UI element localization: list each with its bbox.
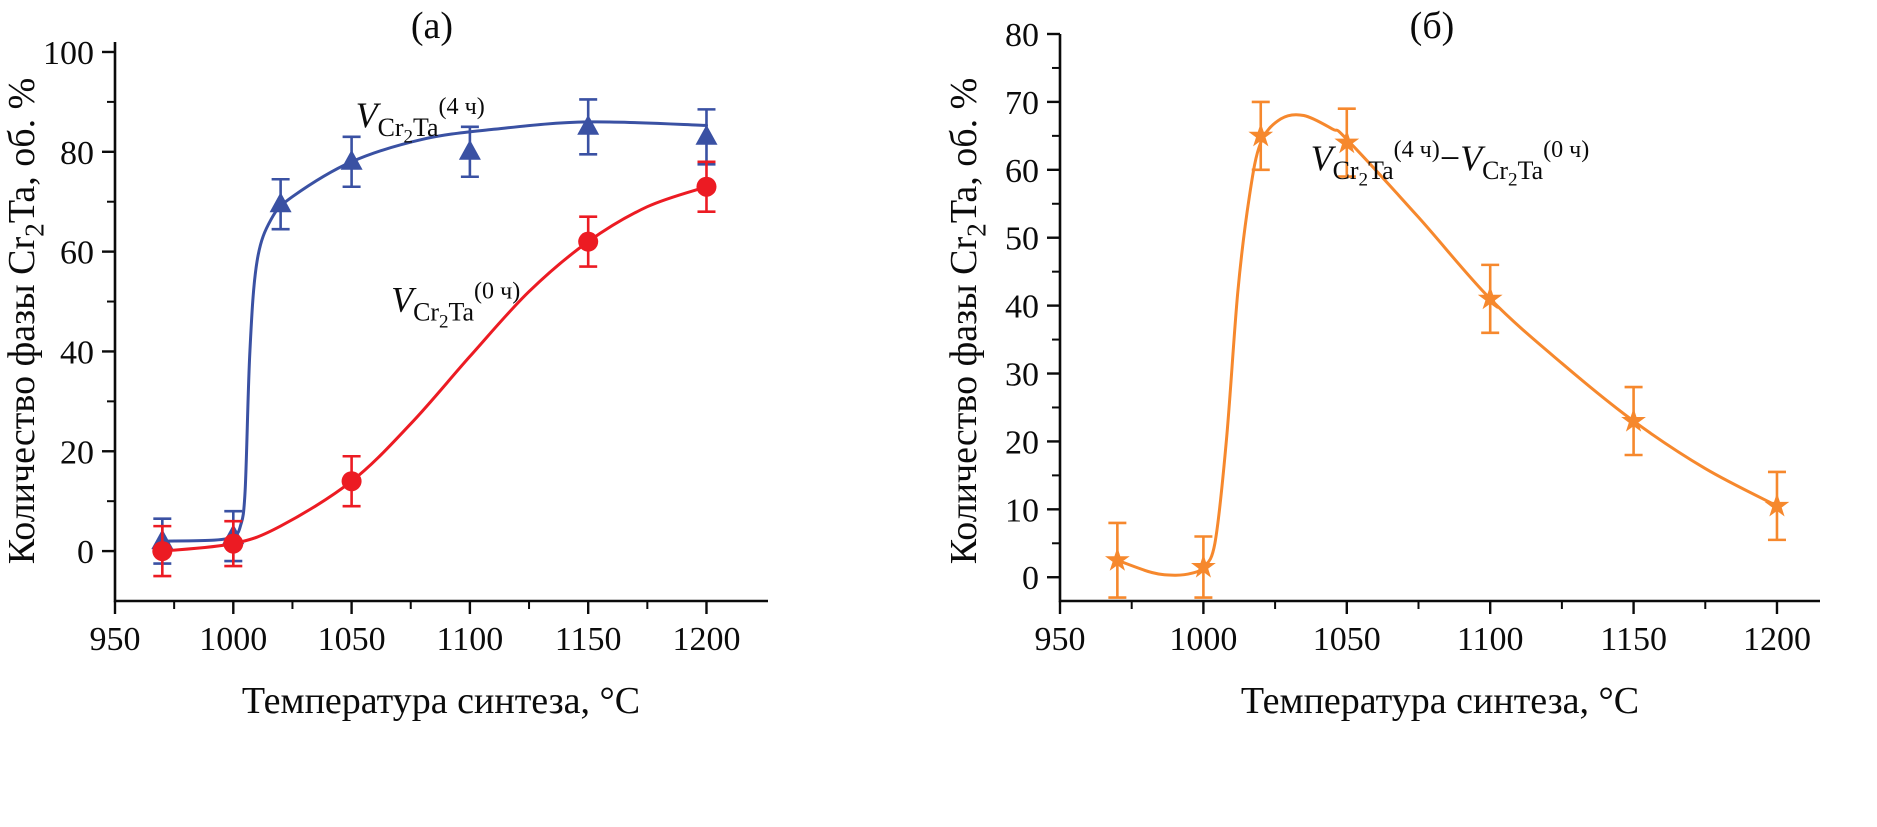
fit-curve (1115, 113, 1779, 577)
circle-marker (223, 533, 244, 554)
fit-curve (160, 120, 708, 543)
y-tick-label: 30 (1005, 357, 1039, 394)
error-bars (153, 160, 716, 578)
y-tick-label: 60 (60, 235, 94, 272)
x-tick-label: 1000 (1169, 621, 1237, 658)
y-tick-label: 20 (1005, 424, 1039, 461)
series-formula-label: VCr2Ta(0 ч) (391, 279, 520, 333)
panel-label: (б) (1410, 5, 1455, 47)
x-axis-title: Температура синтеза, °C (1241, 680, 1639, 722)
y-tick-label: 70 (1005, 85, 1039, 122)
panel-b: 950 1000 1050 1100 1150 1200 0 10 20 30 40 50 60 70 80… (943, 5, 1820, 722)
x-tick-label: 1100 (1457, 621, 1524, 658)
x-tick-label: 1150 (555, 621, 622, 658)
y-tick-label: 40 (1005, 289, 1039, 326)
triangle-marker (695, 124, 718, 145)
triangle-marker (458, 139, 481, 160)
circle-marker (696, 176, 717, 197)
x-tick-label: 1050 (1313, 621, 1381, 658)
y-axis-ticks: 0 20 40 60 80 100 (43, 35, 115, 571)
triangle-marker (577, 114, 600, 135)
y-tick-label: 10 (1005, 492, 1039, 529)
triangle-marker (340, 149, 363, 170)
x-tick-label: 1100 (437, 621, 504, 658)
x-tick-label: 950 (1035, 621, 1086, 658)
y-tick-label: 20 (60, 434, 94, 471)
series-v-0h (152, 160, 717, 578)
error-bars (153, 98, 716, 565)
star-marker (1764, 492, 1790, 517)
x-tick-label: 1150 (1600, 621, 1667, 658)
y-tick-label: 0 (77, 534, 94, 571)
axes (1058, 34, 1820, 603)
markers-triangle (151, 114, 718, 550)
markers-circle (152, 176, 717, 562)
series-formula-label: VCr2Ta(4 ч)−VCr2Ta(0 ч) (1311, 137, 1590, 191)
y-tick-label: 40 (60, 334, 94, 371)
star-marker (1477, 285, 1503, 310)
star-marker (1105, 547, 1130, 571)
star-marker (1621, 408, 1646, 432)
star-marker (1334, 129, 1360, 154)
y-tick-label: 50 (1005, 221, 1039, 258)
circle-marker (341, 471, 362, 492)
triangle-marker (269, 192, 292, 213)
x-axis-ticks: 950 1000 1050 1100 1150 1200 (90, 601, 740, 658)
star-marker (1248, 122, 1274, 147)
y-axis-ticks: 0 10 20 30 40 50 60 70 80 (1005, 17, 1060, 597)
y-axis-title: Количество фазы Cr2Ta, об. % (943, 78, 992, 565)
x-tick-label: 1200 (672, 621, 740, 658)
y-tick-label: 80 (1005, 17, 1039, 54)
series-v-diff (1105, 100, 1790, 599)
x-axis-ticks: 950 1000 1050 1100 1150 1200 (1035, 601, 1811, 658)
y-axis-title: Количество фазы Cr2Ta, об. % (1, 78, 50, 565)
x-tick-label: 1000 (199, 621, 267, 658)
series-v-4h (151, 98, 718, 565)
panel-a: 950 1000 1050 1100 1150 1200 0 20 40 60 80 100 VCr2T… (1, 5, 768, 722)
series-formula-label: VCr2Ta(4 ч) (356, 94, 485, 148)
circle-marker (578, 231, 599, 252)
circle-marker (152, 541, 173, 562)
y-tick-label: 0 (1022, 560, 1039, 597)
x-tick-label: 1050 (318, 621, 386, 658)
y-tick-label: 80 (60, 135, 94, 172)
fit-curve (160, 185, 708, 553)
star-marker (1191, 554, 1216, 578)
y-tick-label: 60 (1005, 153, 1039, 190)
x-axis-title: Температура синтеза, °C (242, 680, 640, 722)
panel-label: (а) (411, 5, 453, 47)
x-tick-label: 950 (90, 621, 141, 658)
markers-star (1105, 122, 1790, 578)
x-tick-label: 1200 (1743, 621, 1811, 658)
y-tick-label: 100 (43, 35, 94, 72)
